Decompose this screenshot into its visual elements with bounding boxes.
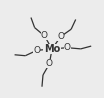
Text: O: O <box>57 32 64 41</box>
Text: O: O <box>46 59 53 69</box>
Text: O: O <box>64 43 71 52</box>
Text: O: O <box>33 46 40 55</box>
Text: O: O <box>41 31 48 40</box>
Text: Mo: Mo <box>44 44 60 54</box>
